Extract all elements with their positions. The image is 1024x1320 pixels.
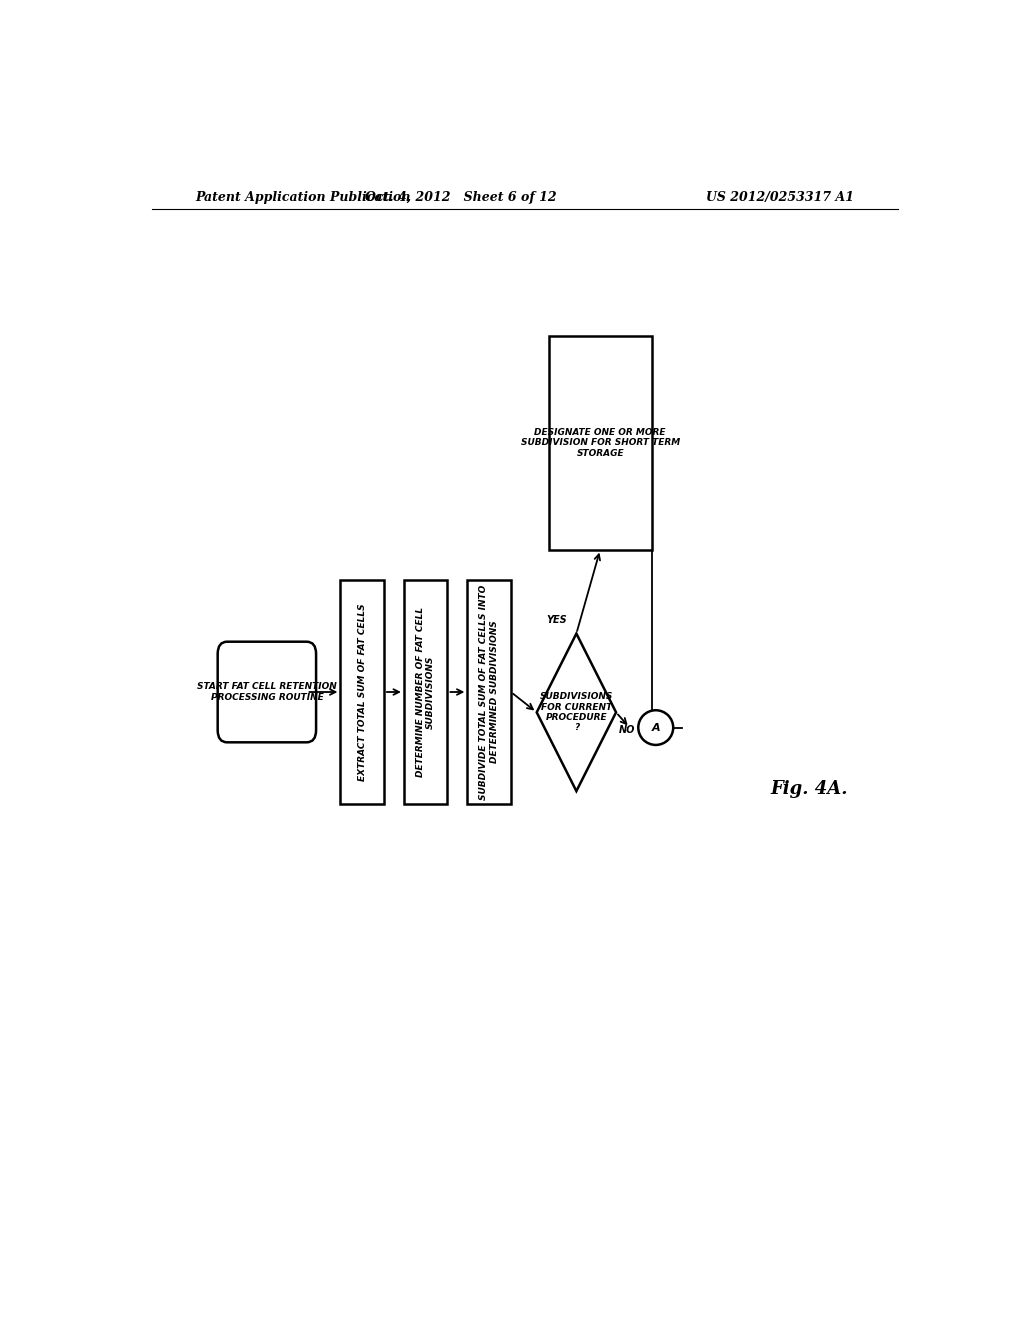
Text: YES: YES xyxy=(546,615,567,626)
Text: Oct. 4, 2012   Sheet 6 of 12: Oct. 4, 2012 Sheet 6 of 12 xyxy=(366,190,557,203)
Text: US 2012/0253317 A1: US 2012/0253317 A1 xyxy=(707,190,854,203)
Text: EXTRACT TOTAL SUM OF FAT CELLS: EXTRACT TOTAL SUM OF FAT CELLS xyxy=(357,603,367,781)
Ellipse shape xyxy=(638,710,673,744)
Text: DESIGNATE ONE OR MORE
SUBDIVISION FOR SHORT TERM
STORAGE: DESIGNATE ONE OR MORE SUBDIVISION FOR SH… xyxy=(520,428,680,458)
Bar xyxy=(467,581,511,804)
Text: START FAT CELL RETENTION
PROCESSING ROUTINE: START FAT CELL RETENTION PROCESSING ROUT… xyxy=(197,682,337,702)
Text: NO: NO xyxy=(620,725,636,734)
Polygon shape xyxy=(537,634,616,791)
Bar xyxy=(403,581,447,804)
Text: SUBDIVISIONS
FOR CURRENT
PROCEDURE
?: SUBDIVISIONS FOR CURRENT PROCEDURE ? xyxy=(540,692,613,733)
Text: A: A xyxy=(651,722,660,733)
Text: Fig. 4A.: Fig. 4A. xyxy=(771,780,848,797)
Bar xyxy=(549,337,652,549)
Text: SUBDIVIDE TOTAL SUM OF FAT CELLS INTO
DETERMINED SUBDIVISIONS: SUBDIVIDE TOTAL SUM OF FAT CELLS INTO DE… xyxy=(479,585,499,800)
Text: DETERMINE NUMBER OF FAT CELL
SUBDIVISIONS: DETERMINE NUMBER OF FAT CELL SUBDIVISION… xyxy=(416,607,435,777)
Bar xyxy=(340,581,384,804)
FancyBboxPatch shape xyxy=(218,642,316,742)
Text: Patent Application Publication: Patent Application Publication xyxy=(196,190,411,203)
